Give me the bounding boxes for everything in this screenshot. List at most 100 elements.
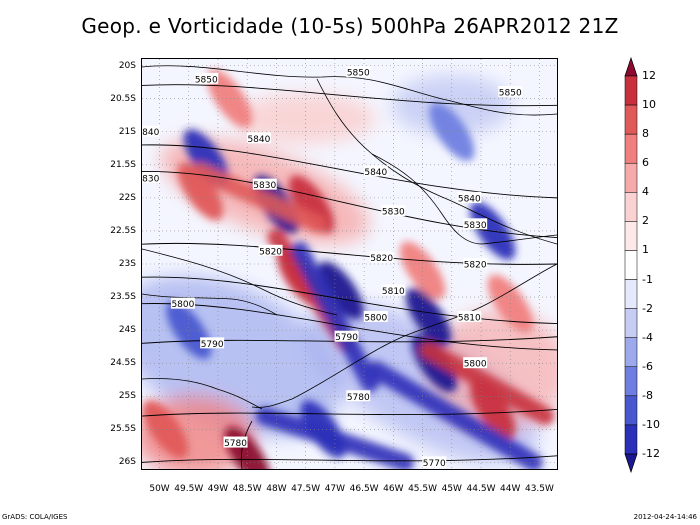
contour-label: 5810 xyxy=(381,284,406,297)
lon-tick-label: 44.5W xyxy=(466,484,496,494)
colorbar-swatch xyxy=(624,162,638,193)
negative-vorticity-core xyxy=(405,287,452,346)
lon-tick-label: 49W xyxy=(207,484,229,494)
colorbar-swatch xyxy=(624,250,638,280)
contour-value: 5770 xyxy=(423,459,446,469)
contour-label: 5850 xyxy=(346,66,371,79)
lat-tick-label: 25S xyxy=(118,391,136,402)
lat-tick-label: 24S xyxy=(118,325,136,336)
contour-5770 xyxy=(142,455,557,463)
colorbar-swatch xyxy=(624,75,638,106)
contour-label: 5830 xyxy=(252,178,277,191)
contour-label: 5830 xyxy=(381,205,406,218)
contour-value: 5820 xyxy=(370,254,393,264)
lon-tick-label: 50W xyxy=(149,484,170,494)
contour-5810 xyxy=(142,276,557,324)
contour-value: 5840 xyxy=(364,168,387,178)
contour-value: 5820 xyxy=(464,261,487,271)
contour-value: 5830 xyxy=(464,221,487,231)
vorticity-field-core xyxy=(142,69,555,469)
contour-value: 5840 xyxy=(458,194,481,204)
timestamp: 2012-04-24-14:46 xyxy=(633,513,697,521)
lat-tick-label: 26S xyxy=(118,457,136,468)
contour-label: 5790 xyxy=(200,337,225,350)
contour-label: 5840 xyxy=(142,125,160,138)
boundary-line xyxy=(316,78,557,245)
grads-credit: GrADS: COLA/IGES xyxy=(2,513,68,521)
lon-tick-label: 48.5W xyxy=(232,484,262,494)
colorbar-tick-label: 12 xyxy=(642,69,656,82)
contour-value: 5800 xyxy=(464,360,487,370)
colorbar-swatch xyxy=(624,192,638,222)
contour-value: 5850 xyxy=(499,89,522,99)
lat-tick-label: 21.5S xyxy=(110,159,136,170)
lon-tick-label: 44W xyxy=(500,484,521,494)
lon-tick-label: 45W xyxy=(441,484,462,494)
vorticity-map: 5850 5850 5850 5840 5840 5840 5840 5830 5830 5830… xyxy=(142,59,557,469)
lat-tick-label: 22S xyxy=(118,192,136,203)
lon-tick-label: 45.5W xyxy=(408,484,438,494)
colorbar-tick-label: 1 xyxy=(642,243,649,257)
contour-value: 5840 xyxy=(247,135,270,145)
map-title: Geop. e Vorticidade (10-5s) 500hPa 26APR… xyxy=(81,14,619,38)
colorbar-swatch xyxy=(624,221,638,251)
lat-tick-label: 22.5S xyxy=(110,225,136,236)
contour-label: 5780 xyxy=(346,390,371,403)
positive-vorticity-core xyxy=(207,69,253,128)
contour-value: 5840 xyxy=(142,128,160,138)
pos-region xyxy=(235,93,376,144)
contour-label: 5800 xyxy=(170,297,195,310)
contour-value: 5800 xyxy=(171,300,194,310)
contour-value: 5790 xyxy=(201,340,224,350)
colorbar-swatch xyxy=(624,133,638,164)
colorbar-tick-label: -1 xyxy=(642,272,653,286)
colorbar-swatch xyxy=(624,424,638,455)
lat-tick-label: 20S xyxy=(118,60,136,71)
contour-labels: 5850 5850 5850 5840 5840 5840 5840 5830 5830 5830… xyxy=(142,66,523,469)
colorbar-swatch xyxy=(624,337,638,368)
colorbar-tick-label: -4 xyxy=(642,330,653,344)
contour-label: 5830 xyxy=(463,218,488,231)
contour-5830 xyxy=(142,170,557,238)
contour-value: 5810 xyxy=(458,313,481,323)
colorbar-bottom-arrow xyxy=(624,453,638,474)
lat-tick-label: 23S xyxy=(118,259,136,269)
boundary-line xyxy=(142,65,557,116)
boundary-line xyxy=(142,378,263,410)
colorbar-tick-label: -12 xyxy=(642,447,660,460)
lon-tick-label: 48W xyxy=(266,484,287,494)
vorticity-band xyxy=(419,340,555,426)
lon-tick-label: 47.5W xyxy=(291,484,321,494)
contour-label: 5780 xyxy=(223,436,248,449)
contour-label: 5840 xyxy=(246,132,271,145)
lat-tick-label: 21S xyxy=(118,126,136,137)
contour-label: 5820 xyxy=(369,251,394,264)
colorbar-swatch xyxy=(624,366,638,397)
colorbar-tick-label: 6 xyxy=(642,156,649,170)
negative-vorticity-core xyxy=(318,261,364,320)
boundary-line xyxy=(142,293,278,316)
contour-5780 xyxy=(142,409,557,417)
contour-value: 5830 xyxy=(382,208,405,218)
contour-value: 5780 xyxy=(224,439,247,449)
contour-label: 5840 xyxy=(457,191,482,204)
contour-value: 5830 xyxy=(142,175,160,185)
colorbar-tick-label: 10 xyxy=(642,98,656,112)
colorbar-tick-label: -10 xyxy=(642,417,660,431)
contour-value: 5780 xyxy=(347,393,370,403)
contour-label: 5820 xyxy=(463,258,488,271)
contour-value: 5800 xyxy=(364,313,387,323)
lon-tick-label: 46W xyxy=(383,484,404,494)
neg-region xyxy=(391,75,512,136)
colorbar-tick-label: -6 xyxy=(642,359,653,373)
lon-tick-label: 47W xyxy=(324,484,346,494)
contour-value: 5810 xyxy=(382,287,405,297)
colorbar-swatch xyxy=(624,279,638,309)
contour-value: 5850 xyxy=(347,69,370,79)
contour-value: 5830 xyxy=(253,181,276,191)
contour-value: 5790 xyxy=(335,333,358,343)
vorticity-band xyxy=(366,360,543,469)
positive-vorticity-core xyxy=(142,400,189,459)
lon-tick-label: 46.5W xyxy=(349,484,379,494)
map-panel: 5850 5850 5850 5840 5840 5840 5840 5830 5830 5830… xyxy=(141,58,558,470)
